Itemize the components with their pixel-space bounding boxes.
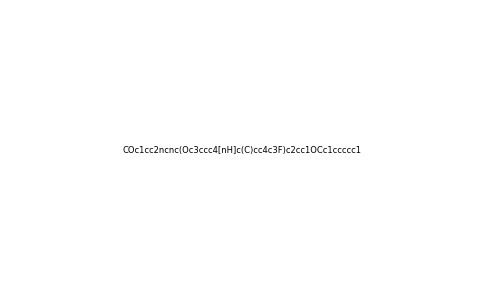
Text: COc1cc2ncnc(Oc3ccc4[nH]c(C)cc4c3F)c2cc1OCc1ccccc1: COc1cc2ncnc(Oc3ccc4[nH]c(C)cc4c3F)c2cc1O… [122,146,362,154]
